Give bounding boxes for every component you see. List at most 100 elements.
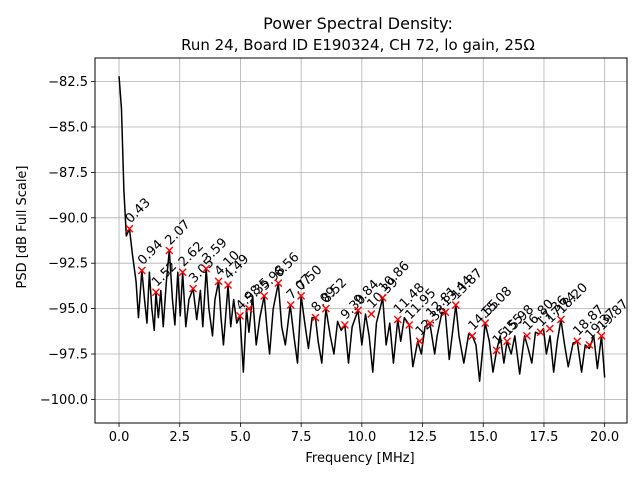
peak-marker: [426, 319, 435, 328]
y-axis-label: PSD [dB Full Scale]: [15, 165, 30, 288]
peak-marker: [393, 315, 402, 324]
peak-marker-stroke: [522, 331, 531, 340]
peak-marker: [151, 288, 160, 297]
peak-marker-stroke: [189, 284, 198, 293]
peak-marker: [297, 291, 306, 300]
peak-marker: [573, 337, 582, 346]
peak-marker: [244, 304, 253, 313]
peak-marker-stroke: [260, 291, 269, 300]
peak-marker-stroke: [125, 224, 134, 233]
x-tick-label: 20.0: [590, 430, 619, 445]
x-tick-label: 17.5: [529, 430, 558, 445]
peak-marker: [468, 331, 477, 340]
y-tick-label: −92.5: [48, 257, 88, 272]
peak-marker: [492, 346, 501, 355]
peak-marker-stroke: [297, 291, 306, 300]
peak-marker: [137, 266, 146, 275]
peak-marker-stroke: [585, 340, 594, 349]
peak-marker-stroke: [468, 331, 477, 340]
peak-marker: [481, 319, 490, 328]
peak-marker-stroke: [426, 319, 435, 328]
peak-marker: [274, 279, 283, 288]
y-tick-label: −97.5: [48, 347, 88, 362]
peak-marker-stroke: [481, 319, 490, 328]
peak-marker-stroke: [556, 315, 565, 324]
y-tick-label: −95.0: [48, 302, 88, 317]
peak-marker-stroke: [393, 315, 402, 324]
peak-marker-stroke: [340, 320, 349, 329]
peak-marker-stroke: [321, 304, 330, 313]
y-tick-label: −90.0: [48, 211, 88, 226]
peak-marker: [260, 291, 269, 300]
peak-marker-stroke: [202, 264, 211, 273]
x-tick-label: 0.0: [109, 430, 130, 445]
peak-marker-stroke: [451, 300, 460, 309]
peak-marker-stroke: [378, 293, 387, 302]
chart-title-line1: Power Spectral Density:: [263, 14, 453, 33]
peak-marker: [340, 320, 349, 329]
peak-marker-stroke: [224, 280, 233, 289]
peak-marker-stroke: [235, 311, 244, 320]
peak-marker-stroke: [573, 337, 582, 346]
peak-marker: [545, 324, 554, 333]
peak-marker: [405, 320, 414, 329]
psd-series-line: [118, 76, 606, 382]
peak-marker: [415, 337, 424, 346]
peak-marker: [311, 313, 320, 322]
peak-marker-stroke: [244, 304, 253, 313]
peak-marker-stroke: [353, 306, 362, 315]
peak-marker-stroke: [311, 313, 320, 322]
peak-marker: [224, 280, 233, 289]
x-tick-label: 10.0: [347, 430, 376, 445]
peak-marker-stroke: [536, 328, 545, 337]
peak-marker: [522, 331, 531, 340]
peak-marker-stroke: [165, 246, 174, 255]
peak-marker-stroke: [214, 277, 223, 286]
x-tick-label: 15.0: [469, 430, 498, 445]
peak-marker: [451, 300, 460, 309]
peak-marker: [536, 328, 545, 337]
x-tick-label: 5.0: [230, 430, 251, 445]
peak-marker: [503, 337, 512, 346]
peak-marker-stroke: [137, 266, 146, 275]
peak-marker: [214, 277, 223, 286]
peak-marker-stroke: [286, 300, 295, 309]
peak-marker-stroke: [367, 310, 376, 319]
peak-marker-stroke: [597, 331, 606, 340]
x-tick-label: 2.5: [169, 430, 190, 445]
y-tick-label: −85.0: [48, 121, 88, 136]
peak-marker-stroke: [545, 324, 554, 333]
peak-marker: [321, 304, 330, 313]
peak-marker: [178, 268, 187, 277]
x-tick-label: 12.5: [408, 430, 437, 445]
peak-marker-stroke: [405, 320, 414, 329]
peak-marker-stroke: [151, 288, 160, 297]
peak-marker: [286, 300, 295, 309]
peak-marker: [367, 310, 376, 319]
y-tick-label: −82.5: [48, 75, 88, 90]
peak-marker: [585, 340, 594, 349]
plot-frame: [94, 57, 628, 424]
chart-title-line2: Run 24, Board ID E190324, CH 72, lo gain…: [181, 36, 535, 54]
peak-marker: [125, 224, 134, 233]
y-tick-label: −87.5: [48, 166, 88, 181]
y-tick-label: −100.0: [40, 393, 88, 408]
peak-marker: [597, 331, 606, 340]
peak-marker: [235, 311, 244, 320]
data-layer: [118, 76, 606, 382]
peak-marker-stroke: [415, 337, 424, 346]
x-axis-label: Frequency [MHz]: [305, 451, 414, 466]
peak-marker: [556, 315, 565, 324]
peak-marker: [441, 308, 450, 317]
peak-marker-stroke: [441, 308, 450, 317]
peak-marker: [202, 264, 211, 273]
peak-marker: [353, 306, 362, 315]
axes-layer: 0.0 2.5 5.0 7.5 10.0 12.5 15.0 17.5 20.0 −82.5 −85…: [40, 57, 628, 445]
peak-marker: [189, 284, 198, 293]
peak-marker-stroke: [274, 279, 283, 288]
peak-marker-stroke: [178, 268, 187, 277]
peak-marker: [378, 293, 387, 302]
